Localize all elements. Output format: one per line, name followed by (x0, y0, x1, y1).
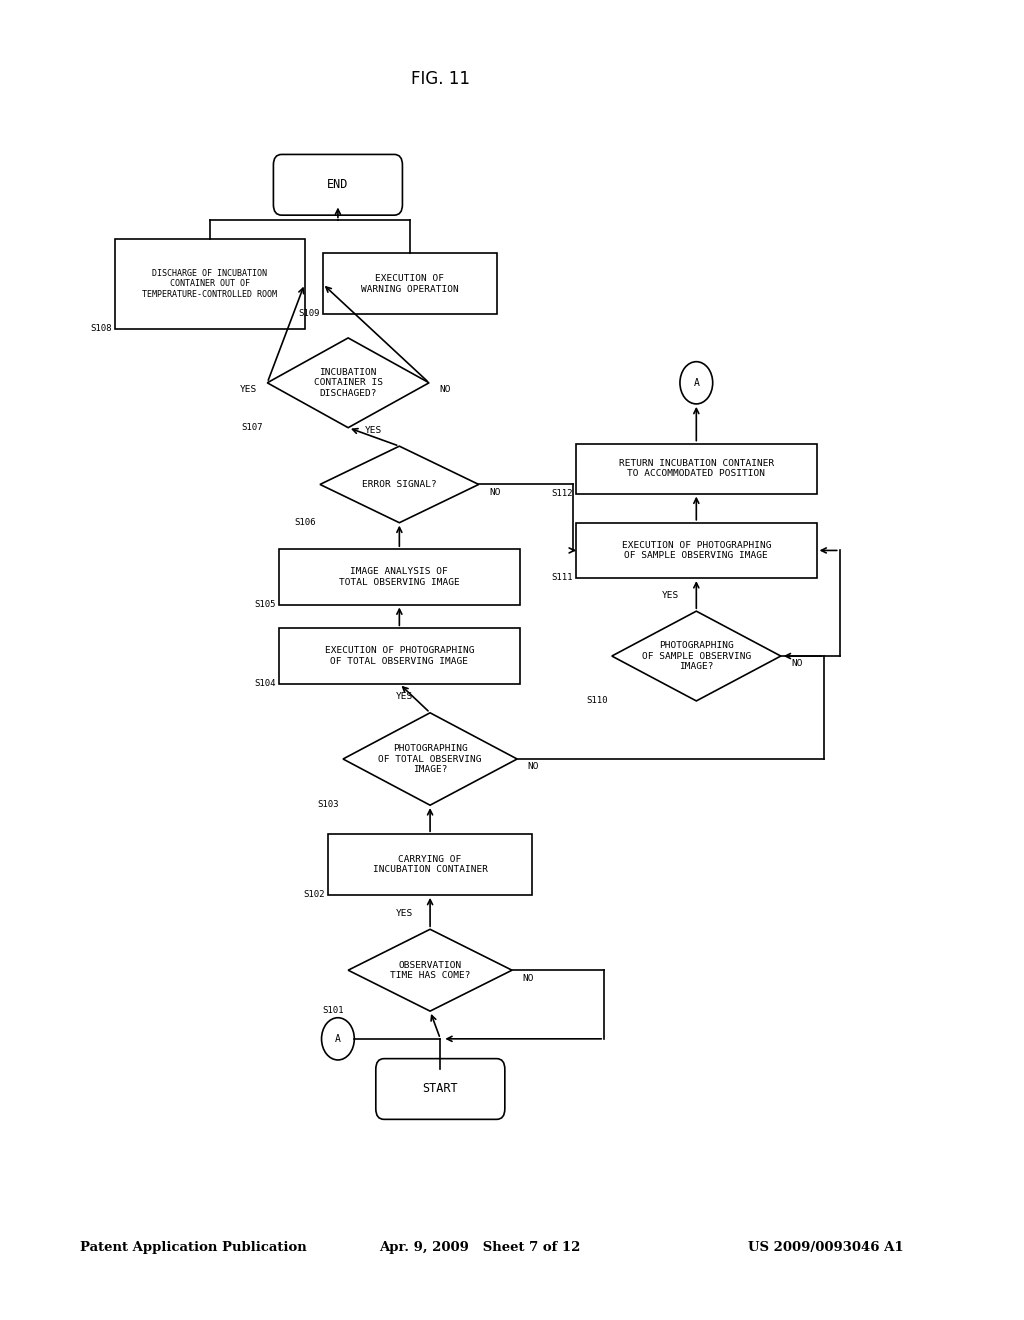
Text: INCUBATION
CONTAINER IS
DISCHAGED?: INCUBATION CONTAINER IS DISCHAGED? (313, 368, 383, 397)
Bar (115, 239, 305, 329)
FancyBboxPatch shape (376, 1059, 505, 1119)
Text: END: END (328, 178, 348, 191)
Text: NO: NO (527, 763, 539, 771)
Polygon shape (267, 338, 429, 428)
Text: YES: YES (396, 909, 413, 917)
Text: S106: S106 (295, 517, 315, 527)
Text: DISCHARGE OF INCUBATION
CONTAINER OUT OF
TEMPERATURE-CONTROLLED ROOM: DISCHARGE OF INCUBATION CONTAINER OUT OF… (142, 269, 278, 298)
Text: S104: S104 (255, 678, 276, 688)
Text: US 2009/0093046 A1: US 2009/0093046 A1 (748, 1241, 903, 1254)
FancyBboxPatch shape (273, 154, 402, 215)
Bar (323, 253, 497, 314)
Bar (575, 523, 817, 578)
Circle shape (680, 362, 713, 404)
Text: START: START (423, 1082, 458, 1096)
Text: FIG. 11: FIG. 11 (411, 70, 470, 88)
Bar (279, 549, 520, 605)
Text: YES: YES (366, 426, 382, 434)
Text: PHOTOGRAPHING
OF SAMPLE OBSERVING
IMAGE?: PHOTOGRAPHING OF SAMPLE OBSERVING IMAGE? (642, 642, 751, 671)
Text: S101: S101 (323, 1006, 344, 1015)
Text: IMAGE ANALYSIS OF
TOTAL OBSERVING IMAGE: IMAGE ANALYSIS OF TOTAL OBSERVING IMAGE (339, 568, 460, 586)
Polygon shape (348, 929, 512, 1011)
Text: NO: NO (489, 488, 501, 496)
Text: YES: YES (663, 591, 679, 599)
Text: S111: S111 (552, 573, 573, 582)
Text: A: A (335, 1034, 341, 1044)
Text: NO: NO (792, 660, 803, 668)
Text: S108: S108 (91, 323, 112, 333)
Text: S109: S109 (298, 309, 319, 318)
Text: RETURN INCUBATION CONTAINER
TO ACCOMMODATED POSITION: RETURN INCUBATION CONTAINER TO ACCOMMODA… (618, 459, 774, 478)
Text: S102: S102 (303, 890, 325, 899)
Text: S112: S112 (552, 488, 573, 498)
Text: A: A (693, 378, 699, 388)
Text: S105: S105 (255, 599, 276, 609)
Polygon shape (612, 611, 781, 701)
Text: Patent Application Publication: Patent Application Publication (80, 1241, 306, 1254)
Text: OBSERVATION
TIME HAS COME?: OBSERVATION TIME HAS COME? (390, 961, 470, 979)
Text: NO: NO (522, 974, 534, 982)
Text: YES: YES (396, 693, 413, 701)
Text: S103: S103 (317, 800, 339, 809)
Circle shape (322, 1018, 354, 1060)
Text: CARRYING OF
INCUBATION CONTAINER: CARRYING OF INCUBATION CONTAINER (373, 855, 487, 874)
Text: Apr. 9, 2009   Sheet 7 of 12: Apr. 9, 2009 Sheet 7 of 12 (379, 1241, 581, 1254)
Text: S107: S107 (242, 422, 263, 432)
Bar (279, 628, 520, 684)
Bar (575, 444, 817, 494)
Text: EXECUTION OF
WARNING OPERATION: EXECUTION OF WARNING OPERATION (360, 275, 459, 293)
Text: S110: S110 (587, 696, 608, 705)
Text: ERROR SIGNAL?: ERROR SIGNAL? (362, 480, 436, 488)
Polygon shape (319, 446, 479, 523)
Bar (328, 834, 532, 895)
Text: EXECUTION OF PHOTOGRAPHING
OF TOTAL OBSERVING IMAGE: EXECUTION OF PHOTOGRAPHING OF TOTAL OBSE… (325, 647, 474, 665)
Text: EXECUTION OF PHOTOGRAPHING
OF SAMPLE OBSERVING IMAGE: EXECUTION OF PHOTOGRAPHING OF SAMPLE OBS… (622, 541, 771, 560)
Text: YES: YES (240, 385, 257, 393)
Text: PHOTOGRAPHING
OF TOTAL OBSERVING
IMAGE?: PHOTOGRAPHING OF TOTAL OBSERVING IMAGE? (378, 744, 482, 774)
Polygon shape (343, 713, 517, 805)
Text: NO: NO (439, 385, 451, 393)
